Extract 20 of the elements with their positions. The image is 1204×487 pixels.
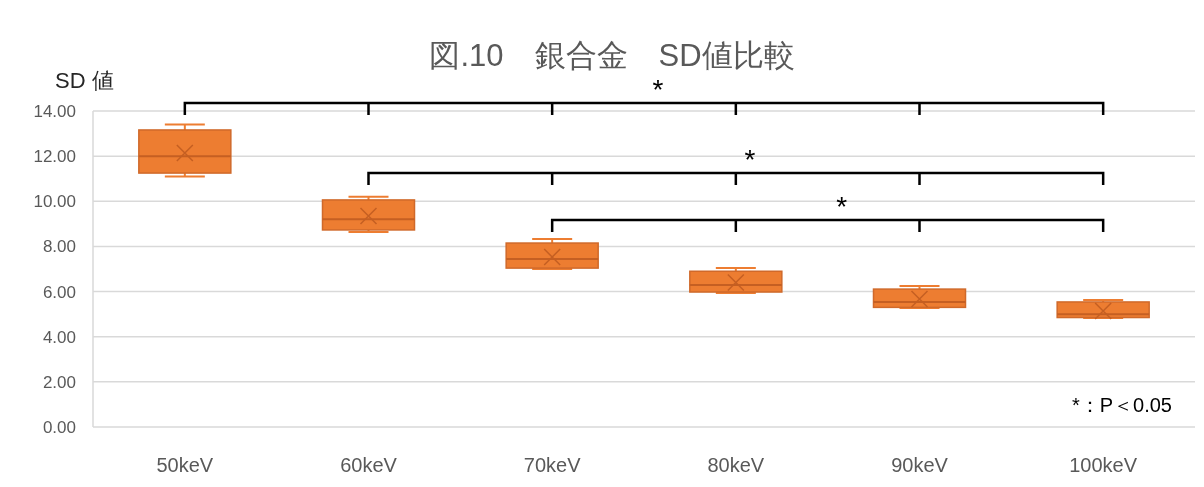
y-tick-label: 6.00 (42, 282, 76, 302)
x-tick-label: 100keV (1069, 454, 1138, 476)
y-axis-title: SD 値 (55, 68, 114, 93)
y-tick-label: 4.00 (42, 327, 76, 347)
annotation: * (744, 144, 756, 175)
x-tick-label: 90keV (891, 454, 949, 476)
x-tick-label: 60keV (340, 454, 398, 476)
y-tick-label: 8.00 (42, 237, 76, 257)
x-tick-label: 70keV (523, 454, 582, 476)
x-tick-label: 50keV (156, 454, 214, 476)
text: * (652, 74, 664, 105)
y-tick-label: 0.00 (42, 418, 76, 437)
annotation: *：P＜0.05 (1071, 394, 1172, 416)
y-tick-label: 14.00 (33, 102, 76, 121)
x-tick-label: 80keV (707, 454, 765, 476)
y-tick-label: 10.00 (33, 192, 76, 212)
chart-title: 図.10 銀合金 SD値比較 (429, 38, 795, 73)
y-tick-label: 2.00 (42, 372, 76, 392)
y-tick-label: 12.00 (33, 147, 76, 167)
annotation: * (836, 191, 848, 222)
